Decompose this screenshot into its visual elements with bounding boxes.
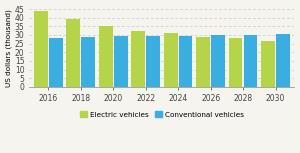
Y-axis label: US dollars (thousand): US dollars (thousand) [6, 9, 12, 87]
Bar [244, 35, 257, 87]
Bar [67, 19, 80, 87]
Bar [261, 41, 275, 87]
Bar [34, 11, 48, 87]
Bar [131, 31, 145, 87]
Bar [99, 26, 112, 87]
Bar [49, 38, 63, 87]
Bar [114, 36, 128, 87]
Bar [179, 36, 193, 87]
Bar [211, 35, 225, 87]
Bar [229, 38, 242, 87]
Bar [164, 33, 178, 87]
Bar [146, 36, 160, 87]
Bar [81, 37, 95, 87]
Bar [196, 37, 210, 87]
Legend: Electric vehicles, Conventional vehicles: Electric vehicles, Conventional vehicles [77, 108, 247, 121]
Bar [276, 34, 290, 87]
